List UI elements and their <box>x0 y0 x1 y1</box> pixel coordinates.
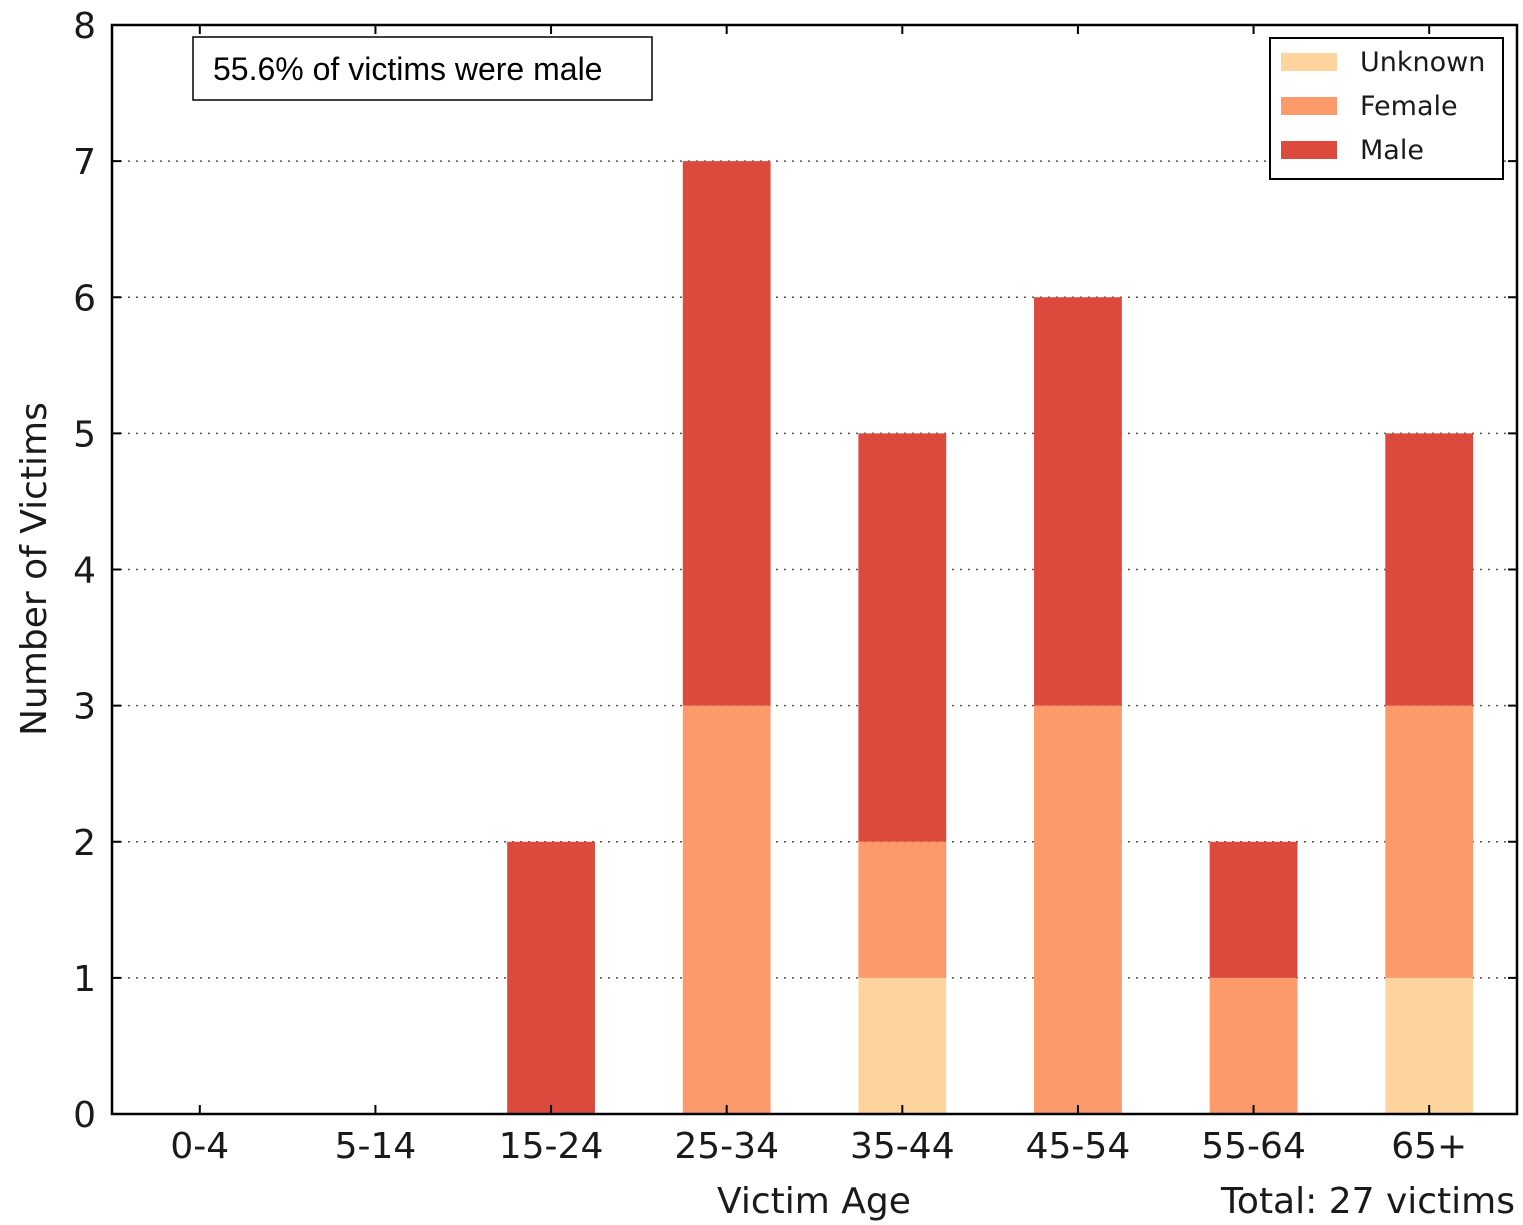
bar-female-25-34 <box>682 705 771 1114</box>
annotation-box: 55.6% of victims were male <box>192 36 653 101</box>
axis-ticks: 0 1 2 3 4 5 6 7 8 0-4 5-14 15-24 25-34 35-44 45-54 55-6… <box>73 6 1517 1167</box>
legend-swatch-unknown <box>1281 53 1337 71</box>
plot-frame <box>110 23 1519 1116</box>
bar-female-65+ <box>1385 705 1474 978</box>
annotation-frame <box>192 36 653 101</box>
legend-swatch-female <box>1281 97 1337 115</box>
y-tick-label: 5 <box>73 414 96 455</box>
annotation-text: 55.6% of victims were male <box>213 51 602 87</box>
bars <box>507 161 1474 1114</box>
x-tick-label: 0-4 <box>170 1126 229 1167</box>
x-tick-label: 15-24 <box>499 1126 604 1167</box>
legend-label-unknown: Unknown <box>1360 47 1485 78</box>
y-tick-label: 4 <box>73 551 96 592</box>
bar-female-45-54 <box>1034 705 1122 1114</box>
bar-male-55-64 <box>1209 841 1298 978</box>
y-tick-label: 6 <box>73 278 96 319</box>
bar-male-15-24 <box>507 841 595 1114</box>
y-tick-label: 2 <box>73 823 96 864</box>
x-tick-label: 25-34 <box>674 1126 779 1167</box>
y-tick-label: 7 <box>73 142 96 183</box>
legend: Unknown Female Male <box>1269 37 1504 180</box>
bar-male-65+ <box>1385 433 1474 706</box>
bar-unknown-65+ <box>1385 977 1474 1114</box>
bar-male-35-44 <box>858 433 947 842</box>
x-tick-label: 55-64 <box>1201 1126 1306 1167</box>
bar-female-55-64 <box>1209 977 1298 1114</box>
legend-label-male: Male <box>1360 135 1424 166</box>
x-tick-label: 65+ <box>1391 1126 1467 1167</box>
legend-label-female: Female <box>1360 91 1458 122</box>
total-victims-footnote: Total: 27 victims <box>1220 1181 1515 1222</box>
y-tick-label: 0 <box>73 1095 96 1136</box>
bar-female-35-44 <box>858 841 947 978</box>
x-tick-label: 35-44 <box>850 1126 955 1167</box>
y-tick-label: 3 <box>73 687 96 728</box>
grid-lines <box>112 160 1517 979</box>
x-axis-label: Victim Age <box>717 1181 911 1222</box>
bar-male-25-34 <box>682 161 771 706</box>
x-tick-label: 45-54 <box>1026 1126 1131 1167</box>
bar-male-45-54 <box>1034 297 1122 706</box>
y-tick-label: 1 <box>73 959 96 1000</box>
x-tick-label: 5-14 <box>335 1126 417 1167</box>
y-tick-label: 8 <box>73 6 96 47</box>
y-axis-label: Number of Victims <box>14 402 55 736</box>
bar-unknown-35-44 <box>858 977 947 1114</box>
legend-swatch-male <box>1281 141 1337 159</box>
